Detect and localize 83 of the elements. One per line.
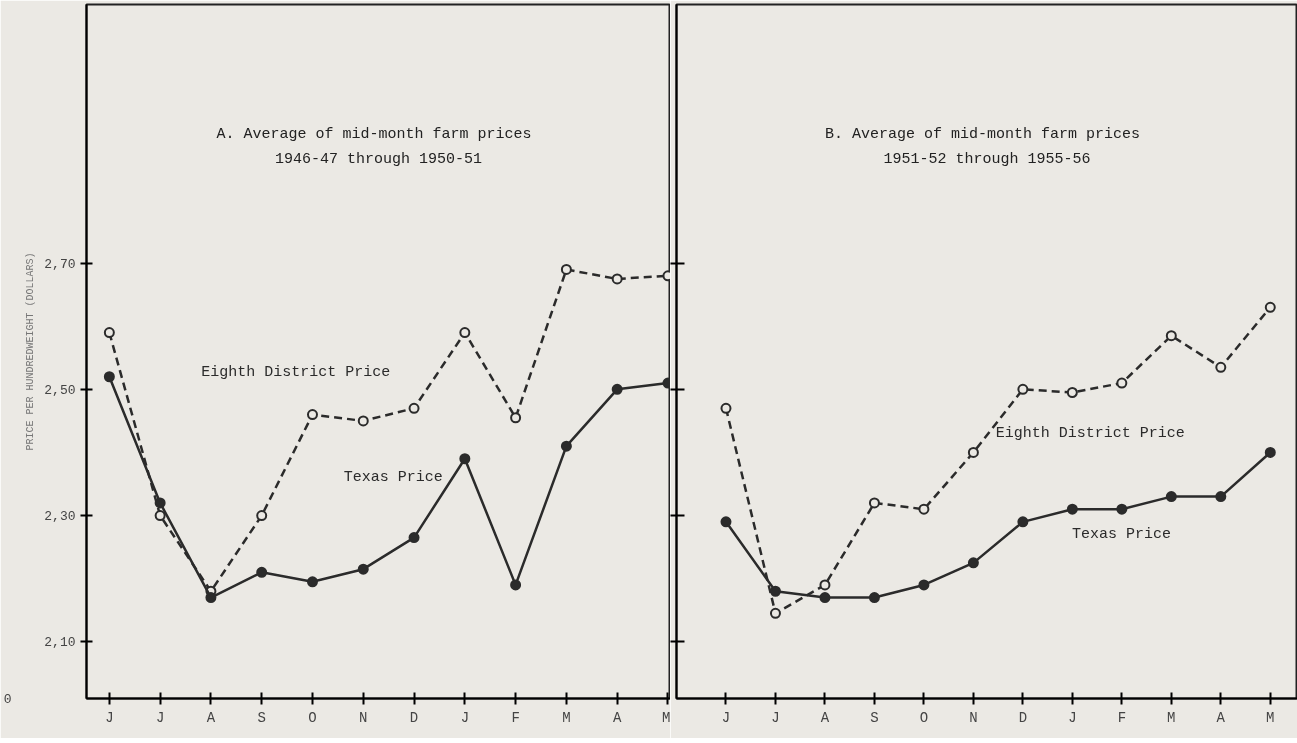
series-label: Texas Price (343, 469, 443, 487)
x-tick-label: A (612, 709, 622, 726)
y-tick-label: 2,30 (44, 509, 76, 525)
point (918, 503, 930, 515)
point (769, 585, 781, 597)
x-tick-label: J (1068, 709, 1077, 726)
point (510, 412, 522, 424)
x-tick-label: J (721, 709, 731, 726)
y-tick-label: 2,10 (44, 635, 76, 651)
point (1165, 330, 1177, 342)
point (1066, 387, 1078, 398)
x-tick-label: D (409, 709, 419, 726)
point (205, 592, 217, 604)
point (103, 371, 115, 383)
point (967, 557, 979, 569)
point (459, 453, 471, 465)
x-tick-label: M (562, 709, 571, 726)
point (256, 566, 268, 578)
x-tick-label: S (257, 709, 266, 726)
point (1116, 377, 1128, 389)
x-tick-label: N (969, 709, 978, 726)
x-tick-label: O (919, 709, 929, 726)
point (103, 327, 115, 339)
point (819, 579, 831, 591)
x-tick-label: O (308, 709, 317, 726)
point (769, 607, 781, 619)
point (611, 273, 623, 285)
point (918, 579, 930, 591)
point (154, 510, 166, 522)
point (459, 327, 471, 339)
point (357, 563, 369, 575)
series-label: Texas Price (1072, 526, 1172, 544)
text: 1946-47 through 1950-51 (274, 150, 483, 168)
x-tick-label: F (1117, 709, 1127, 726)
x-tick-label: M (1167, 709, 1176, 726)
point (819, 592, 831, 604)
point (357, 415, 369, 427)
point (1215, 361, 1227, 373)
x-tick-label: A (820, 709, 830, 726)
x-tick-label: J (771, 709, 780, 726)
text: 1951-52 through 1955-56 (883, 150, 1091, 168)
point (611, 383, 623, 395)
point (868, 592, 880, 604)
x-tick-label: D (1018, 709, 1028, 726)
series-label: Eighth District Price (995, 424, 1185, 442)
point (1165, 491, 1177, 503)
point (1215, 491, 1227, 503)
point (256, 510, 268, 522)
point (1116, 503, 1128, 515)
text: 0 (3, 692, 12, 707)
point (408, 532, 420, 544)
x-tick-label: J (155, 709, 165, 726)
point (408, 402, 420, 414)
point (306, 576, 318, 588)
x-tick-label: J (105, 709, 114, 726)
y-axis-title: PRICE PER HUNDREDWEIGHT (DOLLARS) (25, 252, 37, 451)
point (720, 402, 732, 414)
point (1017, 383, 1029, 395)
text: A. Average of mid-month farm prices (216, 126, 532, 144)
y-tick-label: 2,50 (44, 382, 76, 398)
point (154, 497, 166, 509)
x-tick-label: A (206, 709, 216, 726)
x-tick-label: M (1266, 709, 1275, 726)
y-tick-label: 2,70 (44, 256, 76, 272)
x-tick-label: A (1216, 709, 1226, 726)
point (560, 440, 572, 452)
point (560, 263, 572, 275)
x-tick-label: S (870, 709, 879, 726)
point (1264, 446, 1276, 458)
point (1066, 503, 1078, 515)
point (510, 579, 522, 591)
x-tick-label: J (460, 709, 470, 726)
point (720, 516, 732, 528)
point (967, 446, 979, 458)
x-tick-label: M (662, 709, 671, 726)
text: Eighth District Price (201, 363, 391, 381)
point (1264, 301, 1276, 313)
text: B. Average of mid-month farm prices (824, 126, 1141, 144)
point (306, 409, 318, 421)
point (868, 497, 880, 509)
x-tick-label: F (511, 709, 520, 726)
x-tick-label: N (359, 709, 368, 726)
point (1017, 516, 1029, 528)
